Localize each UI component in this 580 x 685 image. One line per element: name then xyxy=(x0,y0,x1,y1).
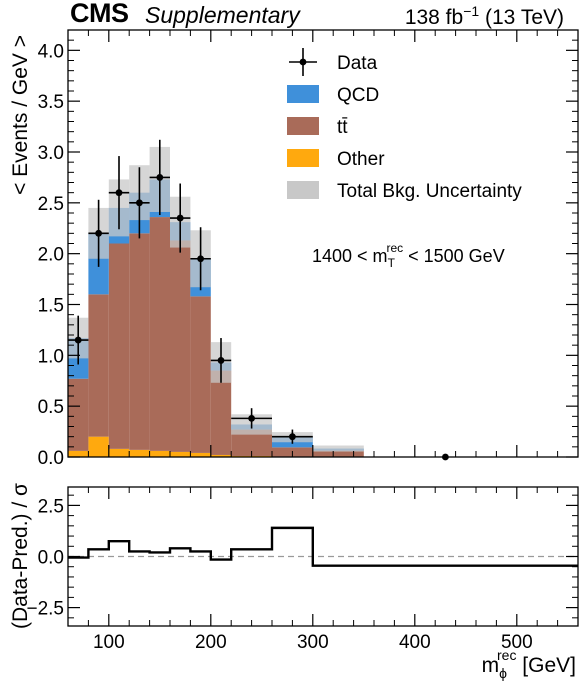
legend-swatch xyxy=(287,181,319,199)
supplementary-label: Supplementary xyxy=(145,2,300,28)
x-axis-label-unit: [GeV] xyxy=(516,654,576,677)
x-axis-label-subscript: ϕ xyxy=(499,665,507,681)
bar-ttbar xyxy=(68,378,89,451)
bar-other xyxy=(88,436,109,457)
bar-other xyxy=(149,450,170,457)
x-tick-label: 100 xyxy=(93,632,125,653)
lumi-superscript: −1 xyxy=(463,3,480,19)
lumi-prefix: 138 fb xyxy=(404,6,464,29)
bar-other xyxy=(108,448,130,457)
legend-swatch xyxy=(287,85,319,103)
y-tick-label: 1.0 xyxy=(38,346,64,367)
bar-other xyxy=(210,454,232,457)
ratio-axes: −2.5 0.0 2.5 100 200 300 400 500 xyxy=(26,486,579,653)
ratio-y-axis-label: (Data-Pred.) / σ xyxy=(9,483,32,629)
bar-ttbar xyxy=(129,233,150,450)
ratio-panel: −2.5 0.0 2.5 100 200 300 400 500 (Data-Pred.) /… xyxy=(9,483,579,681)
bar-other xyxy=(190,452,211,457)
y-tick-label: 3.0 xyxy=(38,143,64,164)
x-tick-label: 400 xyxy=(399,632,431,653)
annotation-superscript: rec xyxy=(386,241,403,255)
y-tick-label: 2.5 xyxy=(38,194,64,215)
data-point xyxy=(197,255,205,263)
main-panel: Data QCD tt̄ Other Total Bkg. Uncertainty 0.… xyxy=(9,29,579,469)
data-layer xyxy=(68,139,449,461)
ratio-content xyxy=(68,526,578,567)
ratio-y-tick-label: 0.0 xyxy=(38,548,64,569)
legend-swatch xyxy=(287,149,319,167)
x-axis-label-base: m xyxy=(482,654,500,677)
bar-other xyxy=(170,451,191,457)
x-tick-label: 200 xyxy=(195,632,227,653)
bar-other xyxy=(68,450,89,457)
data-point xyxy=(289,433,296,441)
data-point xyxy=(136,199,143,207)
x-axis-label: mϕ rec [GeV] xyxy=(482,647,576,681)
bar-ttbar xyxy=(149,217,170,451)
y-tick-label: 4.0 xyxy=(38,41,64,62)
bar-ttbar xyxy=(190,296,211,453)
data-point xyxy=(217,357,225,364)
legend-label: Data xyxy=(337,53,378,74)
main-axes: 0.0 0.5 1.0 1.5 2.0 2.5 3.0 3.5 4.0 xyxy=(38,29,579,469)
data-point xyxy=(156,174,164,181)
data-point xyxy=(248,414,256,422)
x-tick-label: 500 xyxy=(501,632,533,653)
legend-label: Total Bkg. Uncertainty xyxy=(337,181,522,202)
experiment-label: CMS xyxy=(70,0,129,28)
data-point xyxy=(95,229,102,237)
legend-label: Other xyxy=(337,149,385,170)
legend-swatch xyxy=(287,117,319,135)
bar-ttbar xyxy=(210,370,232,455)
ratio-y-tick-label: 2.5 xyxy=(38,496,64,517)
legend-label: tt̄ xyxy=(337,117,348,138)
main-y-axis-label: < Events / GeV > xyxy=(9,35,32,195)
stack-layer xyxy=(68,146,364,457)
x-tick-label: 300 xyxy=(297,632,329,653)
lumi-suffix: (13 TeV) xyxy=(479,6,564,29)
bar-ttbar xyxy=(88,294,109,437)
uncertainty-band xyxy=(312,445,364,452)
bar-ttbar xyxy=(312,450,364,457)
y-tick-label: 1.5 xyxy=(38,296,64,317)
luminosity-label: 138 fb−1 (13 TeV) xyxy=(405,3,564,30)
data-point xyxy=(176,214,184,222)
y-tick-label: 2.0 xyxy=(38,245,64,266)
bin-annotation: 1400 < mTrec < 1500 GeV xyxy=(312,241,505,270)
annotation-suffix: < 1500 GeV xyxy=(403,246,505,266)
data-point xyxy=(74,336,82,344)
y-tick-label: 0.5 xyxy=(38,397,64,418)
y-tick-label: 3.5 xyxy=(38,92,64,113)
legend: Data QCD tt̄ Other Total Bkg. Uncertainty xyxy=(287,48,522,202)
annotation-subscript: T xyxy=(388,256,396,270)
y-tick-label: 0.0 xyxy=(38,448,64,469)
bar-ttbar xyxy=(170,240,191,452)
legend-label: QCD xyxy=(337,85,379,106)
annotation-prefix: 1400 < m xyxy=(312,246,388,266)
data-point xyxy=(115,189,123,197)
ratio-step-line xyxy=(68,526,578,567)
bar-ttbar xyxy=(108,243,130,449)
ratio-y-tick-label: −2.5 xyxy=(26,599,64,620)
bar-other xyxy=(129,449,150,457)
legend-data-marker xyxy=(299,58,307,66)
x-axis-label-superscript: rec xyxy=(497,647,516,663)
